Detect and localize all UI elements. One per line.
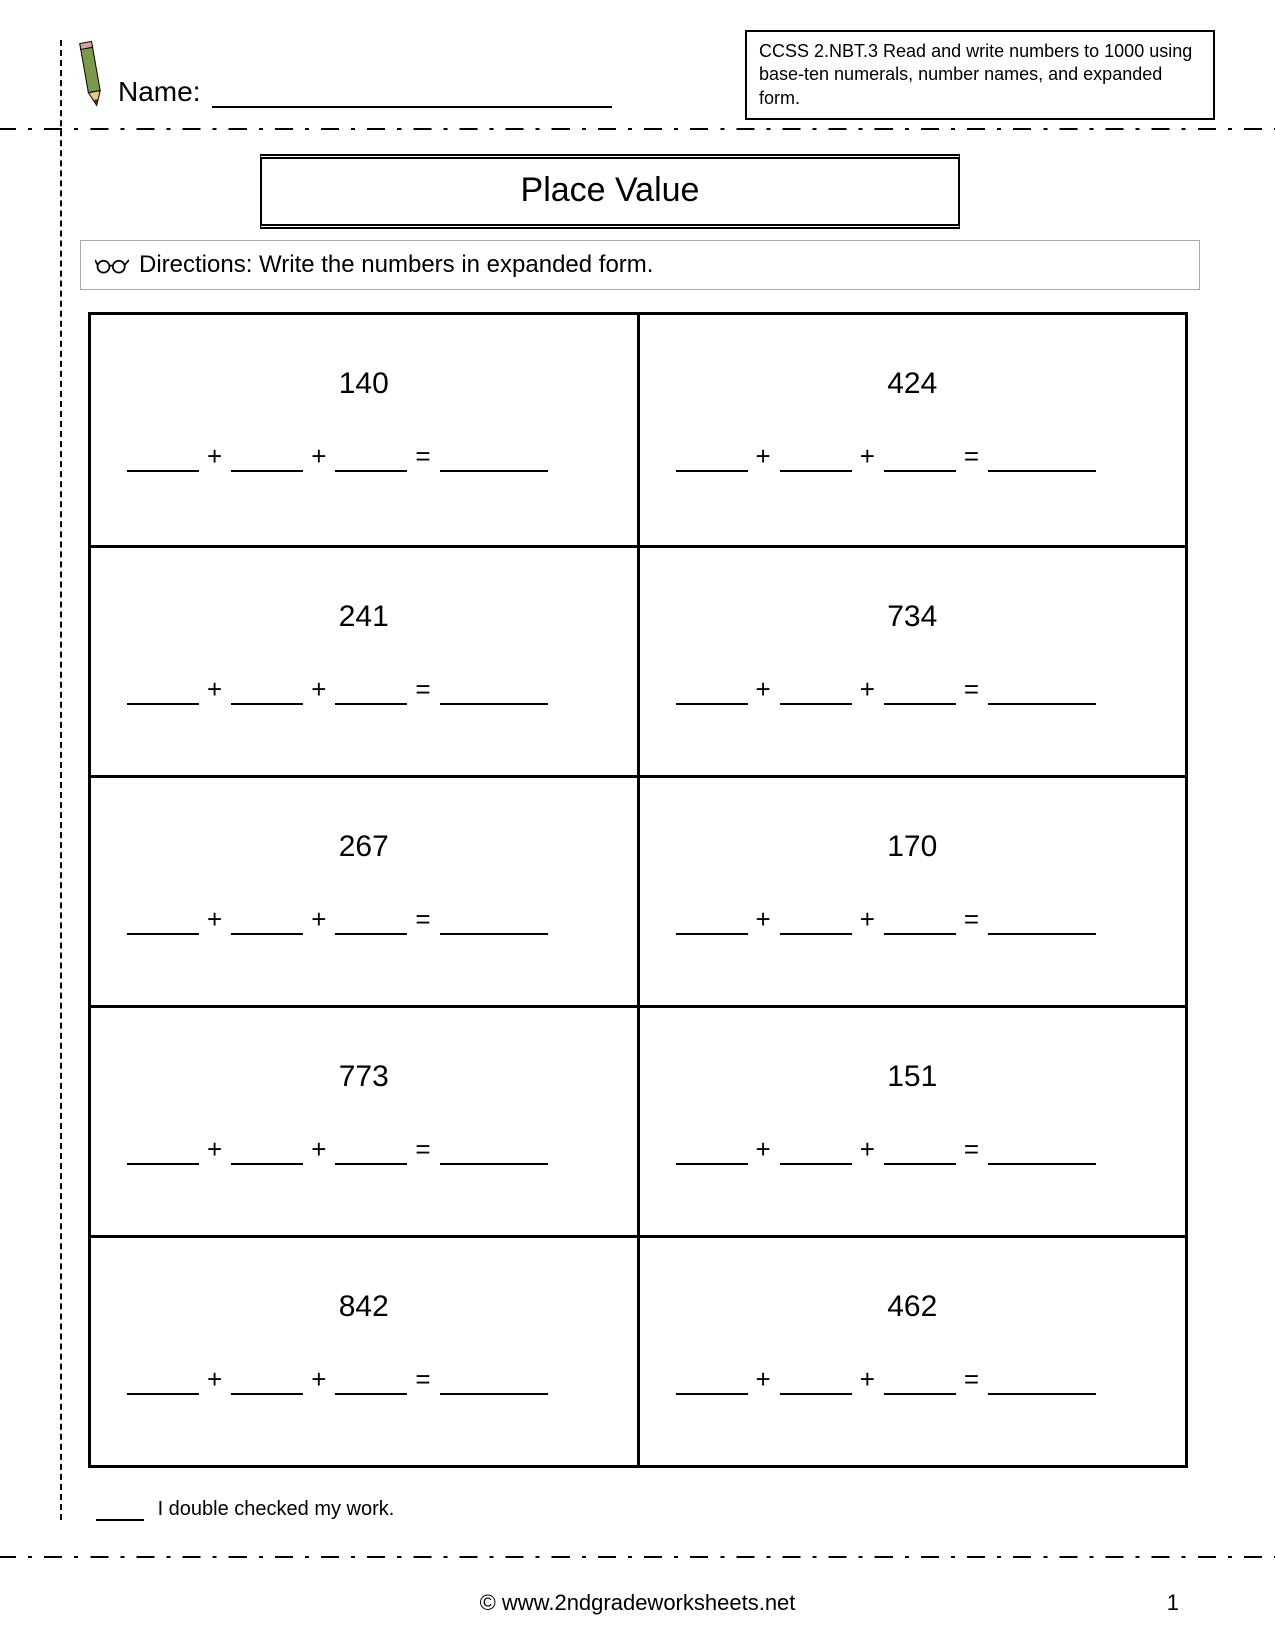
name-field: Name: [118,76,612,108]
worksheet-page: Name: CCSS 2.NBT.3 Read and write number… [0,0,1275,1650]
title-banner: Place Value [260,154,960,226]
problem-cell: 462 ++= [637,1238,1186,1465]
problem-number: 267 [91,830,637,864]
problem-cell: 734 ++= [637,548,1186,775]
answer-formula[interactable]: ++= [676,904,1150,935]
problem-number: 734 [640,600,1186,634]
problem-cell: 424 ++= [637,315,1186,545]
problems-grid: 140 ++= 424 ++= 241 ++= 734 ++= 267 ++= 170 ++= 773 +… [88,312,1188,1468]
check-blank[interactable] [96,1503,144,1521]
glasses-icon [95,256,129,274]
answer-formula[interactable]: ++= [676,674,1150,705]
left-margin-guide [60,40,62,1520]
grid-row: 267 ++= 170 ++= [91,775,1185,1005]
grid-row: 842 ++= 462 ++= [91,1235,1185,1465]
check-work-line: I double checked my work. [96,1498,394,1521]
problem-cell: 773 ++= [91,1008,637,1235]
page-number: 1 [1167,1590,1179,1616]
cut-rule-top [0,128,1275,130]
problem-number: 140 [91,367,637,401]
cut-rule-bottom [0,1556,1275,1558]
directions-bar: Directions: Write the numbers in expande… [80,240,1200,290]
answer-formula[interactable]: ++= [127,1364,601,1395]
standard-box: CCSS 2.NBT.3 Read and write numbers to 1… [745,30,1215,120]
problem-cell: 151 ++= [637,1008,1186,1235]
name-blank-line[interactable] [212,84,612,108]
problem-number: 151 [640,1060,1186,1094]
problem-number: 462 [640,1290,1186,1324]
answer-formula[interactable]: ++= [676,1364,1150,1395]
name-label: Name: [118,76,200,107]
grid-row: 241 ++= 734 ++= [91,545,1185,775]
answer-formula[interactable]: ++= [676,1134,1150,1165]
problem-number: 170 [640,830,1186,864]
problem-cell: 170 ++= [637,778,1186,1005]
problem-number: 773 [91,1060,637,1094]
problem-number: 241 [91,600,637,634]
grid-row: 773 ++= 151 ++= [91,1005,1185,1235]
directions-text: Directions: Write the numbers in expande… [139,251,653,279]
answer-formula[interactable]: ++= [127,441,601,472]
problem-cell: 241 ++= [91,548,637,775]
problem-number: 842 [91,1290,637,1324]
answer-formula[interactable]: ++= [127,904,601,935]
answer-formula[interactable]: ++= [127,674,601,705]
check-text: I double checked my work. [158,1498,395,1520]
pencil-icon [74,37,108,110]
problem-cell: 267 ++= [91,778,637,1005]
problem-cell: 140 ++= [91,315,637,545]
problem-cell: 842 ++= [91,1238,637,1465]
grid-row: 140 ++= 424 ++= [91,315,1185,545]
page-title: Place Value [260,154,960,229]
answer-formula[interactable]: ++= [127,1134,601,1165]
footer-credit: © www.2ndgradeworksheets.net [0,1590,1275,1616]
answer-formula[interactable]: ++= [676,441,1150,472]
problem-number: 424 [640,367,1186,401]
standard-text: CCSS 2.NBT.3 Read and write numbers to 1… [759,41,1192,108]
